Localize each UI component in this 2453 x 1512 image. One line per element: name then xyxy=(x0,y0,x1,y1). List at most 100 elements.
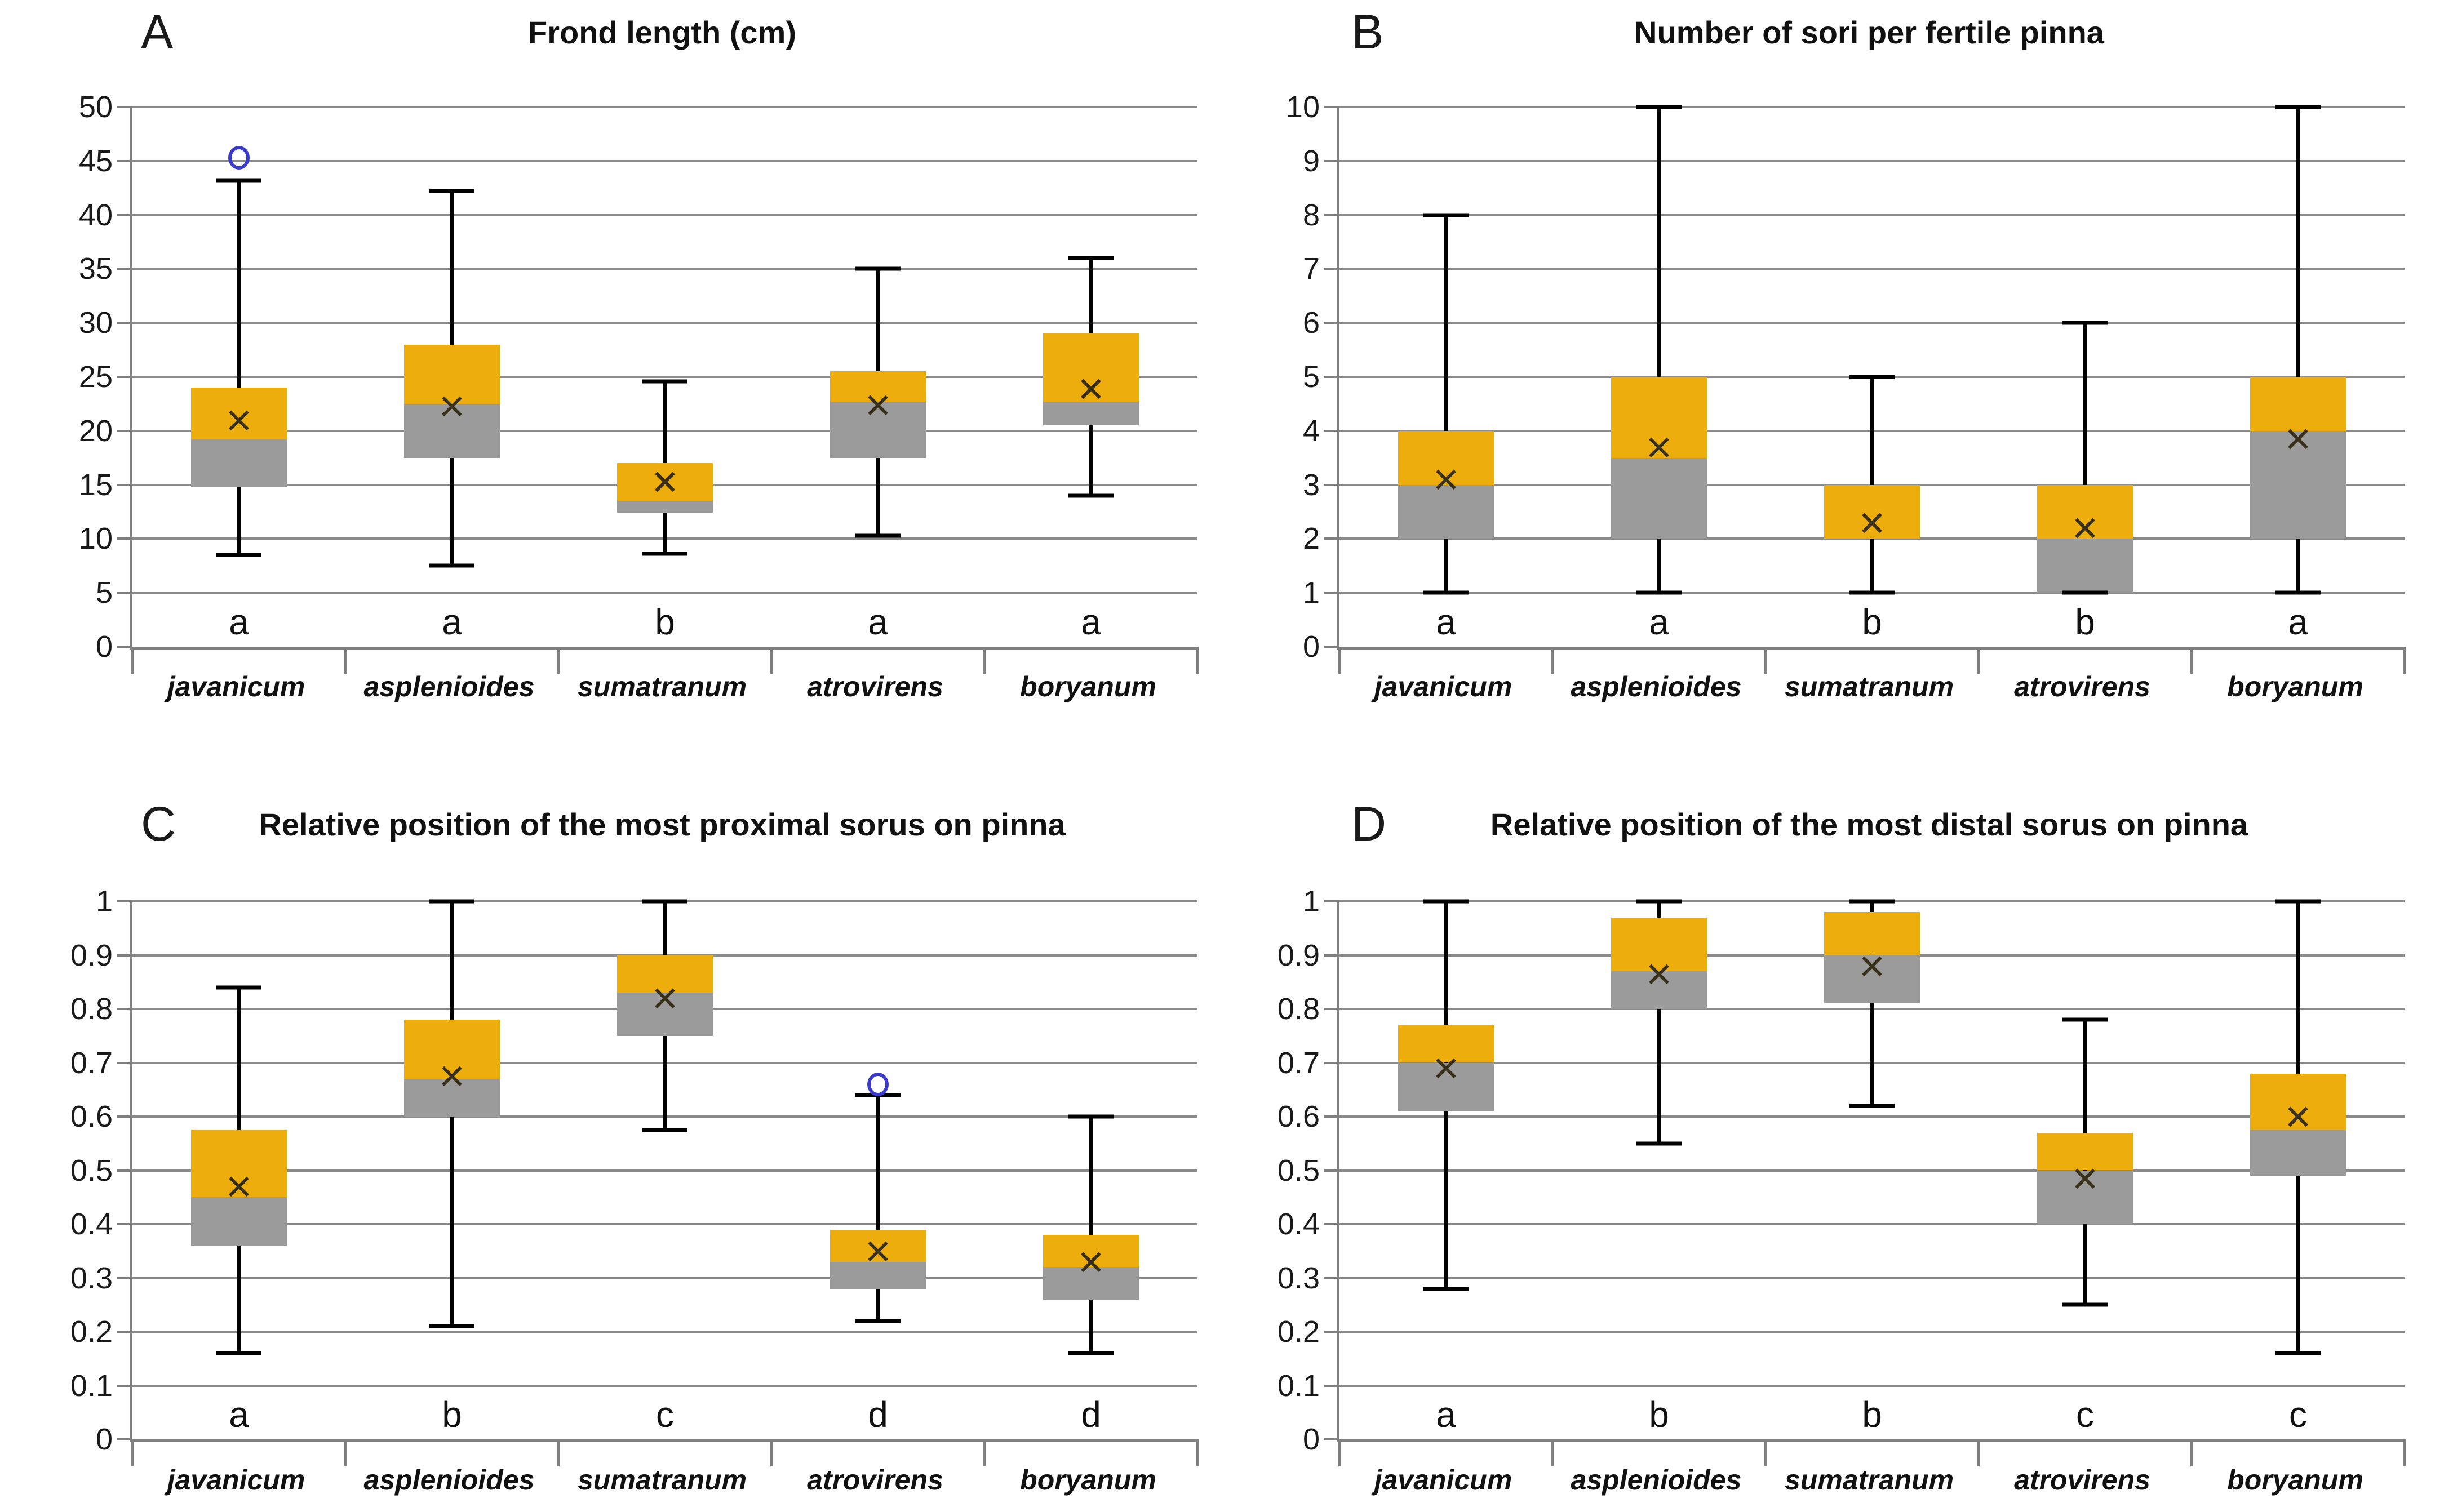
category-boundary-tick xyxy=(1764,1439,1767,1466)
y-axis-tick-mark xyxy=(1324,1115,1339,1118)
y-tick-label: 20 xyxy=(78,413,113,448)
y-axis-tick-mark xyxy=(1324,483,1339,486)
category-boundary-tick xyxy=(1196,1439,1199,1466)
y-axis-tick-mark xyxy=(1324,1277,1339,1279)
y-axis-tick-mark xyxy=(117,1008,132,1010)
y-tick-label: 0.8 xyxy=(1277,992,1320,1026)
y-axis-tick-mark xyxy=(117,429,132,432)
y-tick-label: 7 xyxy=(1302,252,1320,286)
significance-letter: c xyxy=(2289,1394,2307,1435)
gridline xyxy=(132,322,1197,324)
whisker-cap-max xyxy=(1068,1114,1114,1119)
y-axis-tick-mark xyxy=(117,592,132,594)
box-median-to-q3 xyxy=(1398,430,1494,485)
y-tick-label: 6 xyxy=(1302,306,1320,340)
panel-label-a: A xyxy=(141,5,174,59)
x-axis-category-labels-a: javanicum asplenioides sumatranum atroviren… xyxy=(130,671,1195,717)
whisker-cap-max xyxy=(429,189,474,193)
box-q1-to-median xyxy=(1398,484,1494,539)
box-median-to-q3 xyxy=(1043,1235,1139,1268)
category-boundary-tick xyxy=(1764,647,1767,674)
y-axis-tick-mark xyxy=(117,1277,132,1279)
gridline xyxy=(132,1223,1197,1225)
whisker-cap-max xyxy=(1423,899,1469,904)
plot-area-b: 0 1 2 3 4 5 6 7 8 9 10 × a × a × b × b × a xyxy=(1286,92,2406,674)
y-tick-label: 25 xyxy=(78,360,113,394)
category-boundary-tick xyxy=(770,647,773,674)
y-tick-label: 1 xyxy=(1302,884,1320,918)
category-boundary-tick xyxy=(1977,1439,1980,1466)
chart-title-proximal-sorus: Relative position of the most proximal s… xyxy=(259,807,1066,842)
plot-area-a: 0 5 10 15 20 25 30 35 40 45 50 × a × a × b × a × a xyxy=(79,92,1199,674)
gridline xyxy=(132,268,1197,270)
y-axis-tick-mark xyxy=(117,1169,132,1172)
box-median-to-q3 xyxy=(2037,1132,2133,1171)
whisker-line xyxy=(1657,107,1661,593)
whisker-cap-min xyxy=(1068,493,1114,498)
gridline xyxy=(132,1277,1197,1279)
box-median-to-q3 xyxy=(2250,1073,2346,1130)
mean-x-marker: × xyxy=(1077,1236,1104,1287)
whisker-line xyxy=(2296,107,2300,593)
mean-x-marker: × xyxy=(1432,1043,1460,1093)
category-boundary-tick xyxy=(1551,647,1554,674)
box-median-to-q3 xyxy=(830,371,926,402)
x-axis-category-labels-d: javanicum asplenioides sumatranum atroviren… xyxy=(1337,1465,2402,1510)
y-tick-label: 0.1 xyxy=(70,1368,113,1403)
category-boundary-tick xyxy=(770,1439,773,1466)
panel-distal-sorus: D Relative position of the most distal s… xyxy=(1226,756,2453,1512)
y-axis-labels-a: 0 5 10 15 20 25 30 35 40 45 50 xyxy=(17,92,113,662)
y-tick-label: 0.3 xyxy=(70,1261,113,1295)
y-axis-tick-mark xyxy=(1324,376,1339,378)
significance-letter: b xyxy=(1862,1394,1882,1435)
species-label: javanicum xyxy=(1374,1464,1512,1496)
gridline xyxy=(1339,1277,2405,1279)
x-axis-category-labels-c: javanicum asplenioides sumatranum atroviren… xyxy=(130,1465,1195,1510)
y-tick-label: 0.1 xyxy=(1277,1368,1320,1403)
y-tick-label: 0 xyxy=(95,630,113,664)
species-label: sumatranum xyxy=(577,671,747,702)
y-axis-tick-mark xyxy=(1324,1169,1339,1172)
outlier-point xyxy=(867,1072,889,1096)
whisker-cap-max xyxy=(429,899,474,904)
y-axis-tick-mark xyxy=(117,106,132,108)
category-boundary-tick xyxy=(2190,647,2193,674)
box-median-to-q3 xyxy=(1824,484,1920,539)
significance-letter: a xyxy=(229,1394,249,1435)
species-label: javanicum xyxy=(167,671,305,702)
gridline xyxy=(1339,268,2405,270)
whisker-line xyxy=(876,1095,880,1321)
y-tick-label: 0 xyxy=(1302,1422,1320,1456)
y-axis-tick-mark xyxy=(1324,106,1339,108)
gridline xyxy=(1339,322,2405,324)
chart-title-frond-length: Frond length (cm) xyxy=(528,15,796,50)
y-tick-label: 0 xyxy=(1302,630,1320,664)
y-axis-tick-mark xyxy=(117,537,132,540)
mean-x-marker: × xyxy=(2071,502,2099,553)
mean-x-marker: × xyxy=(864,379,891,430)
y-axis-tick-mark xyxy=(1324,1008,1339,1010)
significance-letter: a xyxy=(2288,602,2308,642)
gridline xyxy=(132,592,1197,594)
y-axis-tick-mark xyxy=(117,1223,132,1225)
whisker-cap-min xyxy=(429,1324,474,1328)
y-axis-tick-mark xyxy=(1324,322,1339,324)
whisker-cap-max xyxy=(855,266,901,271)
y-tick-label: 8 xyxy=(1302,198,1320,232)
y-tick-label: 3 xyxy=(1302,468,1320,502)
significance-letter: a xyxy=(1436,602,1456,642)
box-median-to-q3 xyxy=(2037,484,2133,539)
panel-proximal-sorus: C Relative position of the most proximal… xyxy=(0,756,1227,1512)
species-label: atrovirens xyxy=(807,1464,943,1496)
whisker-cap-min xyxy=(216,1351,261,1355)
y-tick-label: 0.3 xyxy=(1277,1261,1320,1295)
box-q1-to-median xyxy=(1611,457,1707,539)
y-tick-label: 0.5 xyxy=(1277,1153,1320,1188)
whisker-cap-min xyxy=(1068,1351,1114,1355)
category-boundary-tick xyxy=(557,1439,560,1466)
significance-letter: b xyxy=(442,1394,462,1435)
x-axis-ticks-c xyxy=(131,1439,1199,1466)
box-q1-to-median xyxy=(830,1261,926,1289)
whisker-cap-max xyxy=(2062,321,2108,325)
significance-letter: d xyxy=(1081,1394,1101,1435)
